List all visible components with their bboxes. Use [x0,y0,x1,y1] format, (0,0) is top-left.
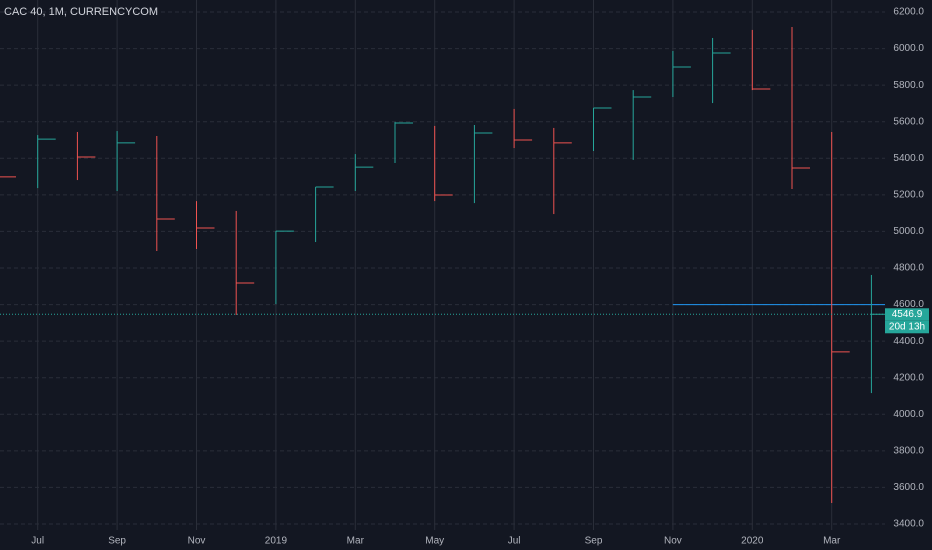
y-tick-label: 3600.0 [893,482,924,493]
price-label-box [885,308,929,321]
x-tick-label: Jul [31,536,44,547]
y-tick-label: 5400.0 [893,153,924,164]
countdown-label: 20d 13h [889,321,925,332]
x-tick-label: Mar [347,536,365,547]
price-label: 4546.9 [892,309,923,320]
countdown-box [885,320,929,334]
x-tick-label: May [425,536,444,547]
y-tick-label: 6200.0 [893,7,924,18]
y-tick-label: 4600.0 [893,299,924,310]
x-tick-label: Sep [585,536,603,547]
x-tick-label: Sep [108,536,126,547]
y-tick-label: 5600.0 [893,116,924,127]
y-tick-label: 4400.0 [893,336,924,347]
y-tick-label: 4200.0 [893,372,924,383]
y-tick-label: 5800.0 [893,80,924,91]
y-tick-label: 3800.0 [893,445,924,456]
x-tick-label: 2019 [265,536,288,547]
x-tick-label: 2020 [741,536,764,547]
y-tick-label: 4000.0 [893,409,924,420]
y-tick-label: 3400.0 [893,519,924,530]
x-tick-label: Mar [823,536,841,547]
y-tick-label: 4800.0 [893,263,924,274]
y-tick-label: 5200.0 [893,189,924,200]
x-tick-label: Nov [664,536,682,547]
y-tick-label: 6000.0 [893,43,924,54]
y-tick-label: 5000.0 [893,226,924,237]
chart-title: CAC 40, 1M, CURRENCYCOM [4,6,158,18]
x-tick-label: Nov [188,536,206,547]
x-tick-label: Jul [508,536,521,547]
